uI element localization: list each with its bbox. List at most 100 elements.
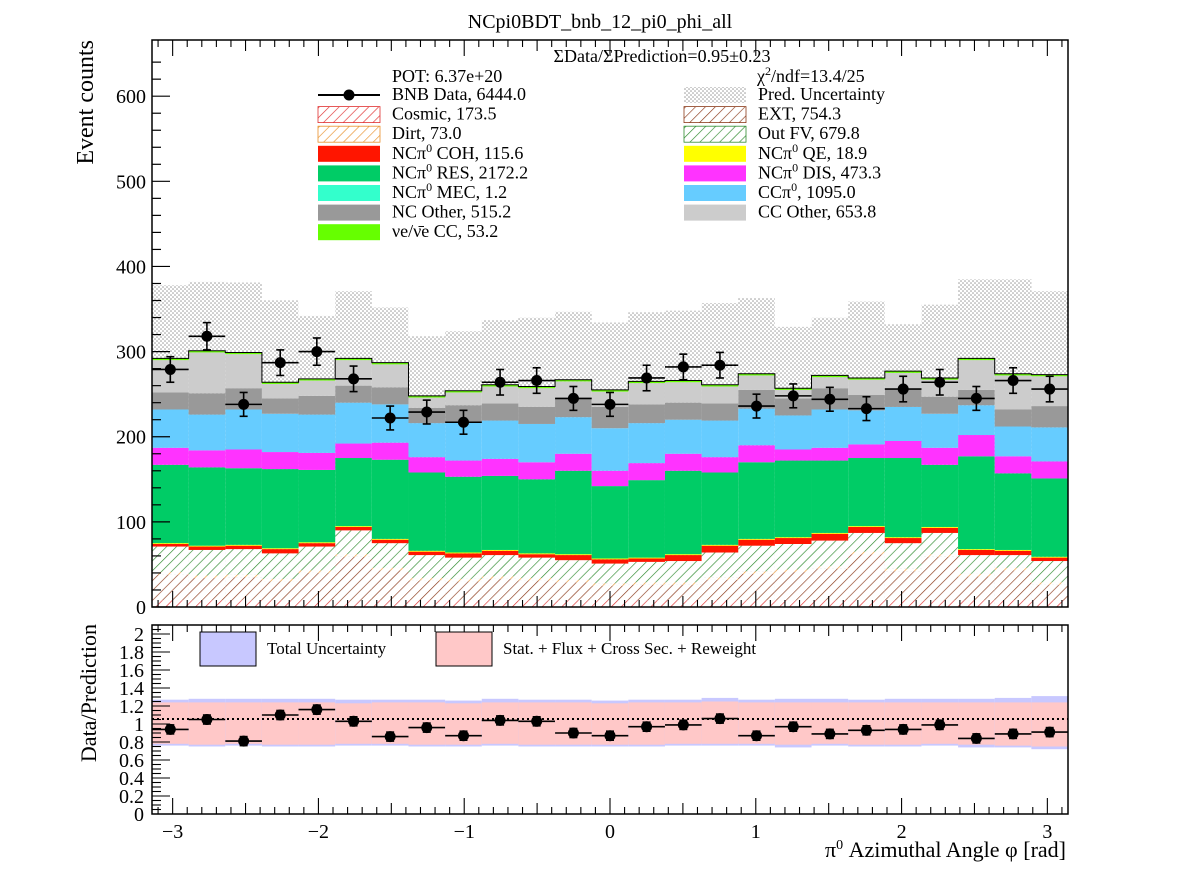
legend-swatch xyxy=(684,87,746,103)
legend-swatch xyxy=(683,106,747,123)
legend-swatch xyxy=(684,185,746,201)
stack-bar xyxy=(774,538,812,544)
top-data-point xyxy=(408,399,446,425)
top-data-point xyxy=(738,393,775,419)
stack-bar xyxy=(188,414,226,451)
data-marker xyxy=(531,375,543,387)
legend-label: CC Other, 653.8 xyxy=(758,202,876,222)
top-data-point xyxy=(225,391,262,418)
stack-bar xyxy=(261,469,299,549)
stack-bar xyxy=(408,600,446,607)
stack-bar xyxy=(371,538,409,540)
legend-label: EXT, 754.3 xyxy=(758,104,841,124)
stack-bar xyxy=(261,549,299,554)
stack-bar xyxy=(664,555,702,562)
stack-bar xyxy=(591,389,629,392)
stack-outline xyxy=(152,350,1068,397)
legend-label: Stat. + Flux + Cross Sec. + Reweight xyxy=(503,639,756,658)
top-data-point xyxy=(151,355,189,384)
stack-bar xyxy=(701,420,739,458)
y-tick-label: 400 xyxy=(116,256,146,278)
ratio-point xyxy=(555,727,592,739)
top-data-point xyxy=(701,351,739,379)
ratio-point xyxy=(188,714,226,725)
stack-bar xyxy=(298,572,336,601)
stack-bar xyxy=(774,449,812,461)
data-marker xyxy=(604,398,616,410)
stat-uncertainty-band xyxy=(261,702,299,745)
data-marker xyxy=(824,728,836,740)
stack-bar xyxy=(738,462,775,539)
stack-bar xyxy=(1031,600,1068,607)
ratio-point xyxy=(151,723,189,735)
stack-bar xyxy=(994,555,1032,568)
stack-bar xyxy=(225,574,262,578)
legend-label: Dirt, 73.0 xyxy=(392,123,462,143)
y-tick-label: 0.8 xyxy=(119,732,144,754)
data-marker xyxy=(1007,375,1019,387)
stack-bar xyxy=(152,572,189,575)
ratio-point xyxy=(958,732,995,744)
top-data-point xyxy=(591,391,629,418)
stack-bar xyxy=(958,358,995,361)
stack-bar xyxy=(664,419,702,454)
top-data-point xyxy=(481,368,519,396)
data-marker xyxy=(897,383,909,395)
stack-bar xyxy=(225,544,262,546)
stack-bar xyxy=(921,532,959,555)
legend-swatch xyxy=(318,165,380,182)
stack-bar xyxy=(591,558,629,560)
top-data-point xyxy=(298,337,336,367)
stack-bar xyxy=(738,445,775,463)
stack-bar xyxy=(848,379,885,396)
ratio-band-layer xyxy=(152,696,1068,750)
stack-bar xyxy=(994,456,1032,474)
stack-bar xyxy=(261,383,299,399)
stack-bar xyxy=(408,472,446,551)
stack-bar xyxy=(445,553,482,558)
stack-bar xyxy=(481,549,519,551)
stack-bar xyxy=(335,554,372,557)
y-tick-label: 2 xyxy=(134,624,144,646)
stack-bar xyxy=(188,600,226,607)
legend-swatch xyxy=(317,125,381,143)
stack-bar xyxy=(628,463,665,481)
data-marker xyxy=(421,406,433,418)
stack-bar xyxy=(664,582,702,585)
legend-label: BNB Data, 6444.0 xyxy=(392,84,526,104)
stack-bar xyxy=(481,555,519,577)
ratio-point xyxy=(371,731,409,743)
stack-bar xyxy=(994,473,1032,550)
stack-bar xyxy=(848,526,885,533)
stack-bar xyxy=(921,527,959,533)
top-data-point xyxy=(994,366,1032,395)
ratio-point xyxy=(628,721,665,733)
stack-bar xyxy=(555,560,592,580)
bottom-legend: Total Uncertainty Stat. + Flux + Cross Se… xyxy=(199,631,756,667)
stat-uncertainty-band xyxy=(152,702,189,744)
stack-bar xyxy=(994,409,1032,427)
stack-bar xyxy=(225,449,262,469)
stack-bar xyxy=(371,567,409,571)
stack-bar xyxy=(1031,461,1068,479)
stack-bar xyxy=(628,558,665,562)
data-marker xyxy=(641,372,653,384)
stack-bar xyxy=(958,456,995,550)
stack-bar xyxy=(738,373,775,376)
stack-bar xyxy=(591,559,629,564)
stack-bar xyxy=(591,583,629,586)
stack-bar xyxy=(738,545,775,572)
y-tick-label: 1.6 xyxy=(119,660,144,682)
stack-bar xyxy=(408,578,446,581)
legend-label: NCπ0 RES, 2172.2 xyxy=(392,160,528,182)
stack-bar xyxy=(225,549,262,575)
stack-bar xyxy=(481,600,519,607)
data-marker xyxy=(494,376,506,388)
data-marker xyxy=(934,719,946,731)
data-marker xyxy=(677,361,689,373)
stack-bar xyxy=(298,469,336,543)
stack-bar xyxy=(701,384,739,387)
stack-bar xyxy=(408,580,446,601)
x-tick-label: −1 xyxy=(454,821,475,843)
data-marker xyxy=(201,714,213,725)
